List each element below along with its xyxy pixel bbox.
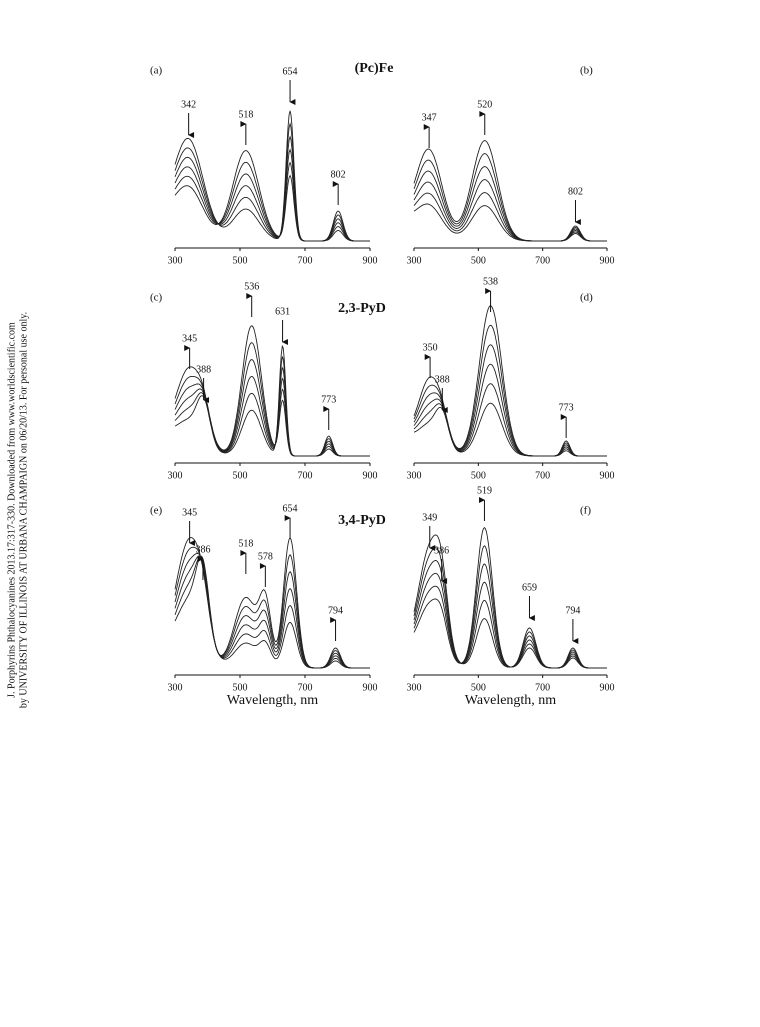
spectrum-curve <box>413 192 607 242</box>
peak-label: 350 <box>423 342 438 353</box>
spectrum-curve <box>413 179 607 242</box>
peak-label: 519 <box>477 485 492 496</box>
panel-label: (d) <box>580 292 593 304</box>
spectrum-curve <box>413 140 607 242</box>
x-tick-label: 300 <box>168 682 183 693</box>
x-axis-title: Wavelength, nm <box>227 693 319 708</box>
compound-label: 3,4-PyD <box>338 513 386 528</box>
panel-label: (a) <box>150 65 163 77</box>
peak-label: 794 <box>565 605 580 616</box>
x-tick-label: 700 <box>298 682 313 693</box>
x-tick-label: 300 <box>407 682 422 693</box>
peak-label: 345 <box>182 507 197 518</box>
x-tick-label: 700 <box>535 470 550 481</box>
x-tick-label: 300 <box>407 470 422 481</box>
peak-label: 520 <box>477 99 492 110</box>
peak-label: 347 <box>422 112 437 123</box>
x-tick-label: 700 <box>298 470 313 481</box>
peak-label: 773 <box>559 402 574 413</box>
x-tick-label: 700 <box>535 255 550 266</box>
panel-label: (e) <box>150 505 163 517</box>
x-tick-label: 900 <box>600 682 615 693</box>
x-axis-title: Wavelength, nm <box>465 693 557 708</box>
spectrum-curve <box>413 203 607 242</box>
spectrum-curve <box>174 148 370 242</box>
peak-label: 794 <box>328 605 343 616</box>
panel-label: (f) <box>580 505 591 517</box>
peak-label: 802 <box>568 186 583 197</box>
x-tick-label: 700 <box>535 682 550 693</box>
x-tick-label: 900 <box>600 470 615 481</box>
side-note: by UNIVERSITY OF ILLINOIS AT URBANA CHAM… <box>18 312 29 708</box>
peak-label: 578 <box>258 551 273 562</box>
peak-label: 654 <box>283 503 298 514</box>
peak-label: 518 <box>238 109 253 120</box>
side-note: J. Porphyrins Phthalocyanines 2013.17:31… <box>6 322 17 698</box>
spectrum-curve <box>413 305 607 457</box>
spectrum-curve <box>174 342 370 457</box>
spectrum-curve <box>413 153 607 242</box>
x-tick-label: 900 <box>363 682 378 693</box>
x-tick-label: 700 <box>298 255 313 266</box>
x-tick-label: 900 <box>600 255 615 266</box>
spectrum-curve <box>174 122 370 242</box>
x-tick-label: 300 <box>407 255 422 266</box>
compound-label: 2,3-PyD <box>338 301 386 316</box>
x-tick-label: 500 <box>471 682 486 693</box>
spectrum-curve <box>413 526 607 669</box>
x-tick-label: 300 <box>168 255 183 266</box>
spectrum-curve <box>413 166 607 242</box>
peak-label: 802 <box>331 169 346 180</box>
panel-label: (c) <box>150 292 163 304</box>
peak-label: 386 <box>195 544 210 555</box>
peak-label: 631 <box>275 306 290 317</box>
x-tick-label: 900 <box>363 470 378 481</box>
x-tick-label: 500 <box>233 255 248 266</box>
peak-label: 538 <box>483 276 498 287</box>
peak-label: 773 <box>321 394 336 405</box>
spectrum-curve <box>174 135 370 242</box>
spectrum-curve <box>174 150 370 242</box>
peak-label: 388 <box>435 374 450 385</box>
spectrum-curve <box>174 537 370 669</box>
peak-label: 388 <box>196 364 211 375</box>
x-tick-label: 500 <box>471 255 486 266</box>
peak-label: 345 <box>182 333 197 344</box>
peak-label: 659 <box>522 582 537 593</box>
x-tick-label: 500 <box>233 470 248 481</box>
peak-label: 386 <box>434 545 449 556</box>
panel-label: (b) <box>580 65 593 77</box>
compound-label: (Pc)Fe <box>355 61 394 76</box>
peak-label: 349 <box>422 512 437 523</box>
peak-label: 342 <box>181 99 196 110</box>
spectrum-curve <box>174 325 370 457</box>
peak-label: 536 <box>244 281 259 292</box>
x-tick-label: 300 <box>168 470 183 481</box>
spectrum-curve <box>174 161 370 242</box>
spectrum-curve <box>174 344 370 457</box>
x-tick-label: 500 <box>233 682 248 693</box>
peak-label: 518 <box>238 538 253 549</box>
x-tick-label: 900 <box>363 255 378 266</box>
x-tick-label: 500 <box>471 470 486 481</box>
peak-label: 654 <box>283 66 298 77</box>
spectrum-curve <box>174 110 370 242</box>
